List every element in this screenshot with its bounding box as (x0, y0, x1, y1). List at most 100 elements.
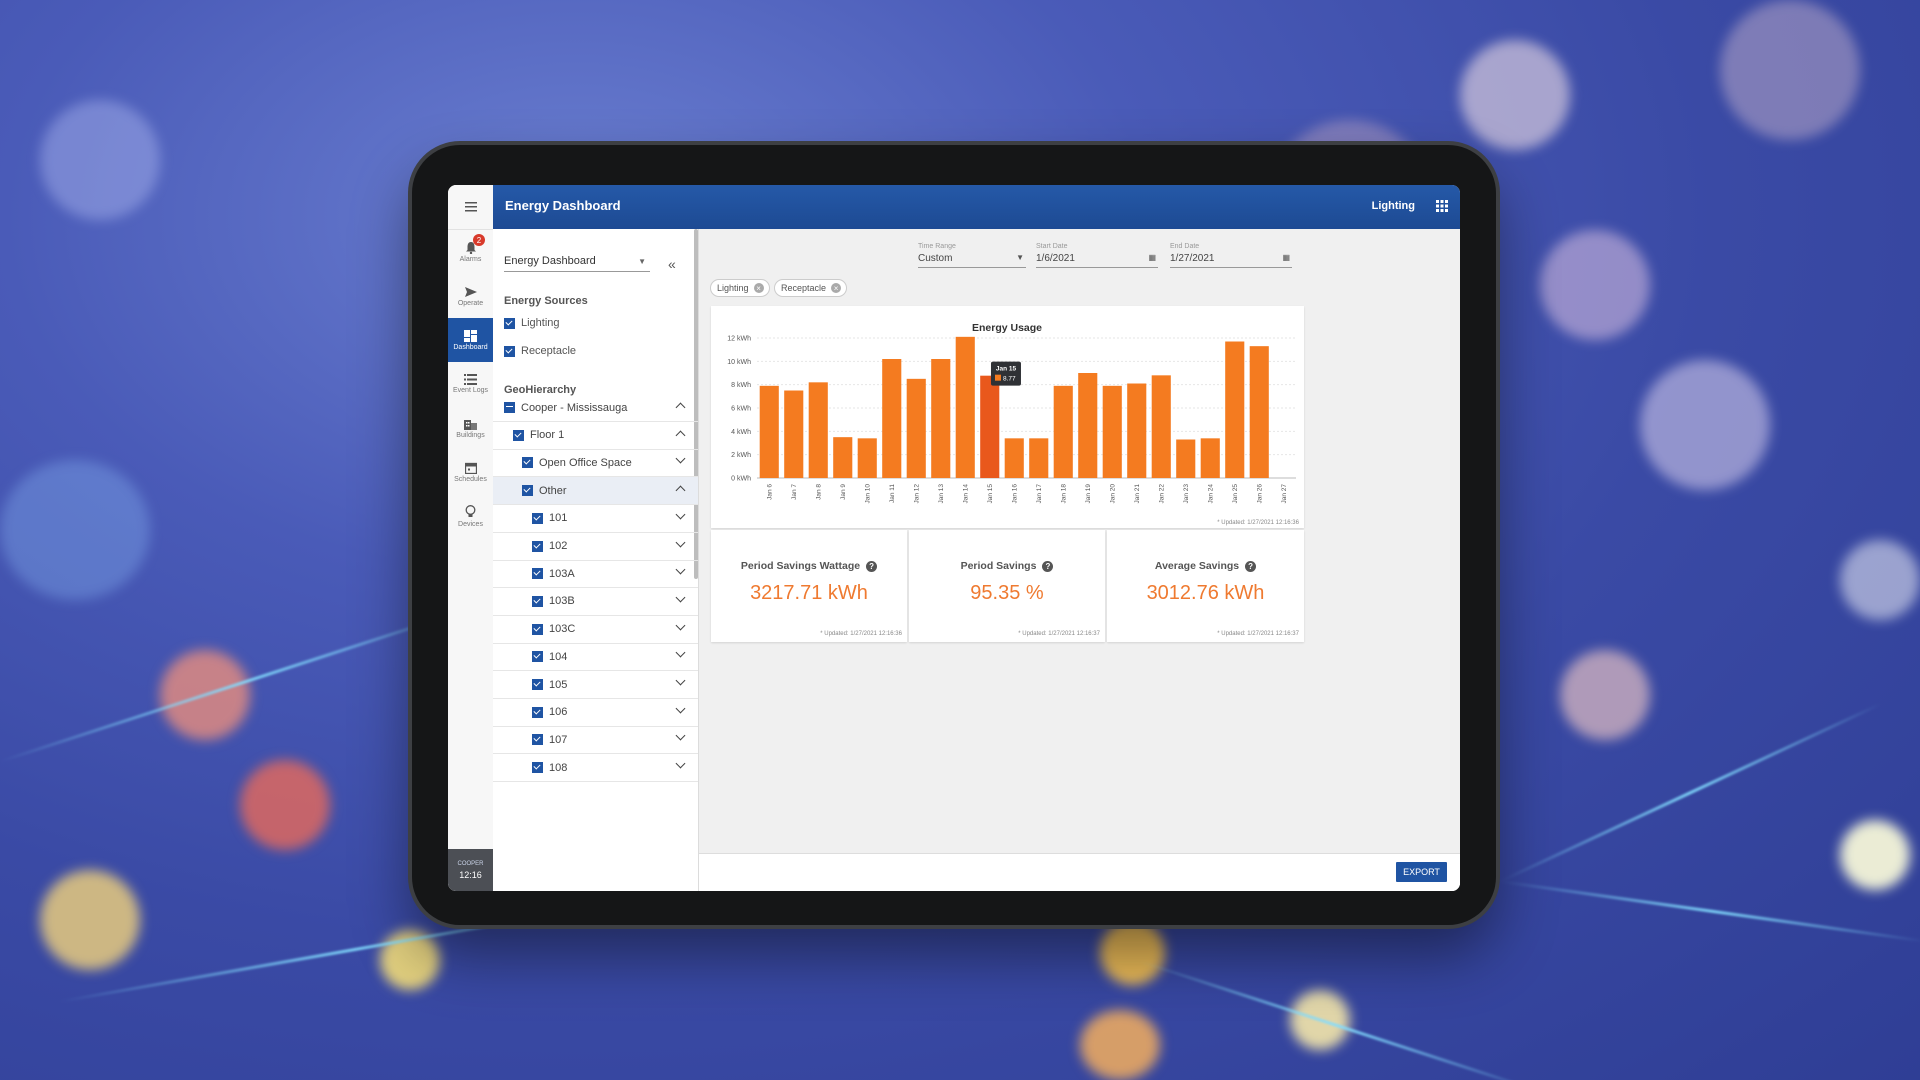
tree-row[interactable]: Open Office Space (493, 449, 698, 478)
tree-row[interactable]: 103B (493, 588, 698, 616)
chevron-up-icon[interactable] (675, 430, 686, 441)
collapse-panel-button[interactable]: « (668, 256, 676, 272)
tree-row[interactable]: 106 (493, 699, 698, 727)
chevron-up-icon[interactable] (675, 485, 686, 496)
checkbox-checked-icon[interactable] (532, 679, 543, 690)
chevron-down-icon[interactable] (675, 758, 686, 769)
chevron-down-icon[interactable] (675, 620, 686, 631)
bar[interactable] (882, 359, 902, 478)
export-button[interactable]: EXPORT (1396, 862, 1447, 882)
chevron-down-icon[interactable] (675, 509, 686, 520)
bar[interactable] (1127, 383, 1147, 479)
chevron-down-icon[interactable] (675, 730, 686, 741)
bar[interactable] (1053, 385, 1073, 478)
bar[interactable] (1102, 385, 1122, 478)
checkbox-checked-icon[interactable] (532, 651, 543, 663)
tree-row[interactable]: 102 (493, 533, 698, 561)
bar[interactable] (857, 438, 877, 478)
rail-item-label: Operate (457, 299, 484, 307)
tree-row[interactable]: 107 (493, 726, 698, 755)
send-icon (464, 286, 477, 297)
checkbox-checked-icon[interactable] (532, 568, 543, 580)
filter-chip-lighting: Lighting × (710, 279, 770, 297)
bar[interactable] (980, 375, 1000, 478)
bar[interactable] (1249, 346, 1269, 478)
bar[interactable] (759, 385, 779, 478)
help-icon[interactable]: ? (866, 560, 878, 572)
header-context-label[interactable]: Lighting (1371, 200, 1415, 212)
rail-item-operate[interactable]: Operate (448, 274, 493, 318)
bar[interactable] (784, 390, 804, 479)
caret-down-icon: ▼ (638, 257, 646, 266)
tree-row-label: Cooper - Mississauga (521, 401, 628, 414)
rail-item-event-logs[interactable]: Event Logs (448, 362, 493, 406)
tree-row[interactable]: 103A (493, 560, 698, 589)
bar[interactable] (906, 378, 926, 478)
geohierarchy-title: GeoHierarchy (504, 384, 577, 396)
tree-row[interactable]: 105 (493, 671, 698, 699)
source-lighting-checkbox[interactable]: Lighting (504, 317, 560, 329)
checkbox-checked-icon[interactable] (532, 734, 543, 746)
bar[interactable] (1029, 438, 1049, 478)
start-date-field[interactable]: Start Date 1/6/2021 ▦ (1036, 243, 1158, 268)
bar[interactable] (955, 336, 975, 478)
tree-row-label: 104 (549, 650, 568, 663)
chevron-down-icon[interactable] (675, 453, 686, 464)
calendar-icon[interactable]: ▦ (1282, 253, 1290, 262)
rail-item-alarms[interactable]: 2 Alarms (448, 230, 493, 274)
hamburger-menu-button[interactable] (448, 185, 493, 230)
bar[interactable] (1200, 438, 1220, 478)
checkbox-checked-icon[interactable] (532, 762, 543, 774)
bar[interactable] (1078, 373, 1098, 478)
bar[interactable] (808, 382, 828, 478)
bar[interactable] (931, 359, 951, 478)
time-range-select[interactable]: Time Range Custom ▼ (918, 243, 1026, 268)
checkbox-partial-icon[interactable] (504, 402, 515, 413)
bar[interactable] (1176, 439, 1196, 479)
bar[interactable] (1151, 375, 1171, 478)
tree-row[interactable]: 103C (493, 616, 698, 644)
rail-item-devices[interactable]: Devices (448, 494, 493, 538)
x-tick-label: Jan 26 (1256, 484, 1263, 504)
tree-row[interactable]: 108 (493, 754, 698, 783)
kpi-updated: * Updated: 1/27/2021 12:16:36 (820, 631, 902, 637)
chevron-down-icon[interactable] (675, 675, 686, 686)
rail-item-label: Event Logs (452, 387, 489, 394)
checkbox-checked-icon[interactable] (532, 706, 543, 718)
bar[interactable] (1225, 341, 1245, 479)
chip-remove-icon[interactable]: × (831, 283, 842, 293)
chevron-down-icon[interactable] (675, 647, 686, 658)
bar[interactable] (1004, 438, 1024, 478)
chevron-down-icon[interactable] (675, 592, 686, 603)
chevron-down-icon[interactable] (675, 537, 686, 547)
checkbox-checked-icon[interactable] (532, 512, 543, 524)
checkbox-checked-icon[interactable] (522, 485, 533, 497)
checkbox-checked-icon[interactable] (532, 540, 543, 552)
checkbox-checked-icon[interactable] (532, 595, 543, 607)
checkbox-checked-icon[interactable] (532, 623, 543, 635)
checkbox-checked-icon[interactable] (522, 457, 533, 469)
rail-item-buildings[interactable]: Buildings (448, 406, 493, 450)
tree-row[interactable]: 101 (493, 505, 698, 533)
chevron-up-icon[interactable] (675, 402, 686, 413)
rail-item-dashboard[interactable]: Dashboard (448, 318, 493, 362)
kpi-card: Period Savings? 95.35 % * Updated: 1/27/… (909, 530, 1105, 642)
tree-row[interactable]: Other (493, 477, 698, 506)
dashboard-select[interactable]: Energy Dashboard ▼ (504, 255, 650, 272)
rail-item-schedules[interactable]: Schedules (448, 450, 493, 494)
chip-remove-icon[interactable]: × (753, 283, 764, 293)
bar[interactable] (833, 437, 853, 478)
help-icon[interactable]: ? (1245, 560, 1257, 572)
chevron-down-icon[interactable] (675, 564, 686, 575)
tree-row[interactable]: Floor 1 (493, 422, 698, 450)
calendar-icon[interactable]: ▦ (1148, 253, 1156, 262)
help-icon[interactable]: ? (1042, 560, 1054, 572)
source-receptacle-checkbox[interactable]: Receptacle (504, 345, 576, 357)
tree-row[interactable]: Cooper - Mississauga (493, 394, 698, 422)
apps-grid-button[interactable] (1436, 199, 1448, 217)
checkbox-checked-icon[interactable] (513, 429, 524, 441)
tree-row[interactable]: 104 (493, 643, 698, 672)
panel-scrollbar[interactable] (694, 229, 698, 579)
end-date-field[interactable]: End Date 1/27/2021 ▦ (1170, 243, 1292, 268)
chevron-down-icon[interactable] (675, 703, 686, 714)
